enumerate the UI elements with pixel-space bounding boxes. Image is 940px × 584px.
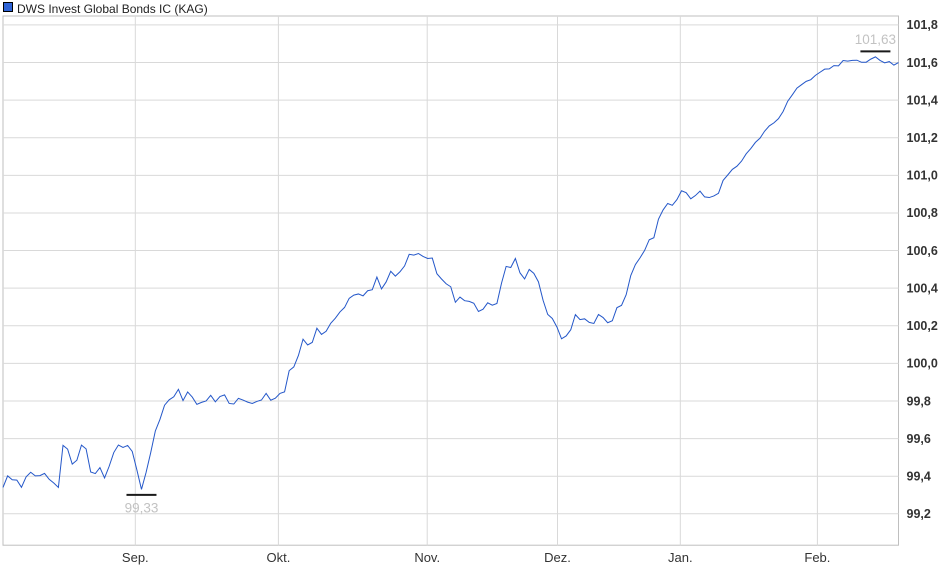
svg-text:Nov.: Nov. bbox=[414, 550, 440, 565]
svg-text:100,0: 100,0 bbox=[907, 357, 938, 371]
svg-text:Jan.: Jan. bbox=[668, 550, 693, 565]
svg-text:100,2: 100,2 bbox=[907, 319, 938, 333]
svg-text:Okt.: Okt. bbox=[266, 550, 290, 565]
svg-text:99,8: 99,8 bbox=[907, 394, 931, 408]
svg-text:100,8: 100,8 bbox=[907, 206, 938, 220]
svg-text:101,63: 101,63 bbox=[855, 32, 896, 47]
svg-text:99,4: 99,4 bbox=[907, 470, 931, 484]
svg-text:101,4: 101,4 bbox=[907, 93, 938, 107]
svg-text:100,6: 100,6 bbox=[907, 244, 938, 258]
svg-text:100,4: 100,4 bbox=[907, 282, 938, 296]
svg-text:Sep.: Sep. bbox=[122, 550, 149, 565]
svg-text:101,0: 101,0 bbox=[907, 169, 938, 183]
svg-text:99,33: 99,33 bbox=[125, 500, 159, 515]
svg-text:Feb.: Feb. bbox=[804, 550, 830, 565]
svg-text:Dez.: Dez. bbox=[544, 550, 571, 565]
svg-text:101,6: 101,6 bbox=[907, 56, 938, 70]
svg-text:99,2: 99,2 bbox=[907, 507, 931, 521]
svg-text:101,8: 101,8 bbox=[907, 18, 938, 32]
svg-text:99,6: 99,6 bbox=[907, 432, 931, 446]
svg-text:101,2: 101,2 bbox=[907, 131, 938, 145]
